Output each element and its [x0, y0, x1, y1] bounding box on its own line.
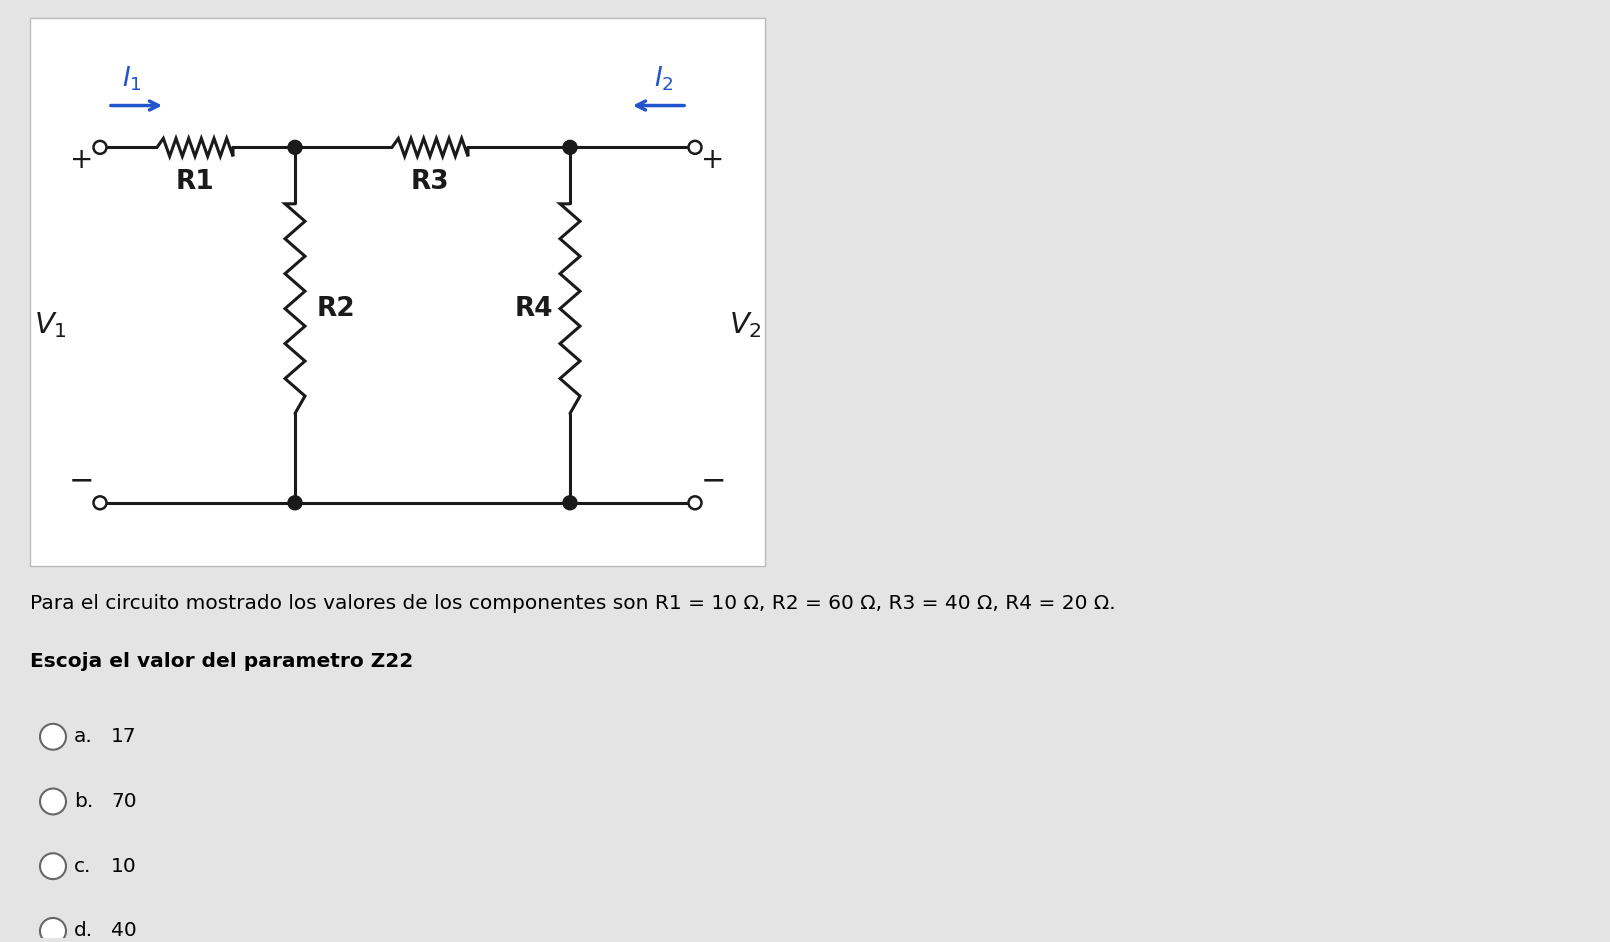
Circle shape: [40, 788, 66, 815]
Circle shape: [40, 853, 66, 879]
Text: d.: d.: [74, 921, 93, 940]
Text: 70: 70: [111, 792, 137, 811]
Text: R4: R4: [515, 296, 554, 321]
Bar: [31, 18, 765, 565]
Circle shape: [40, 918, 66, 942]
Text: $I_2$: $I_2$: [654, 64, 673, 92]
Text: −: −: [700, 466, 726, 495]
Text: +: +: [71, 146, 93, 174]
Text: $V_1$: $V_1$: [34, 310, 66, 340]
Text: R2: R2: [317, 296, 356, 321]
Circle shape: [689, 141, 702, 154]
Text: +: +: [702, 146, 724, 174]
Text: 10: 10: [111, 856, 137, 876]
Circle shape: [93, 496, 106, 510]
Text: $V_2$: $V_2$: [729, 310, 762, 340]
Circle shape: [40, 723, 66, 750]
Text: Escoja el valor del parametro Z22: Escoja el valor del parametro Z22: [31, 652, 414, 671]
Circle shape: [288, 495, 303, 510]
Circle shape: [689, 496, 702, 510]
Text: c.: c.: [74, 856, 92, 876]
Circle shape: [288, 140, 303, 154]
Text: R3: R3: [411, 170, 449, 195]
Text: b.: b.: [74, 792, 93, 811]
Text: −: −: [69, 466, 95, 495]
Circle shape: [93, 141, 106, 154]
Text: 17: 17: [111, 727, 137, 746]
Text: $I_1$: $I_1$: [122, 64, 142, 92]
Text: 40: 40: [111, 921, 137, 940]
Circle shape: [564, 140, 576, 154]
Text: Para el circuito mostrado los valores de los componentes son R1 = 10 Ω, R2 = 60 : Para el circuito mostrado los valores de…: [31, 594, 1116, 613]
Text: a.: a.: [74, 727, 93, 746]
Circle shape: [564, 495, 576, 510]
Text: R1: R1: [175, 170, 214, 195]
